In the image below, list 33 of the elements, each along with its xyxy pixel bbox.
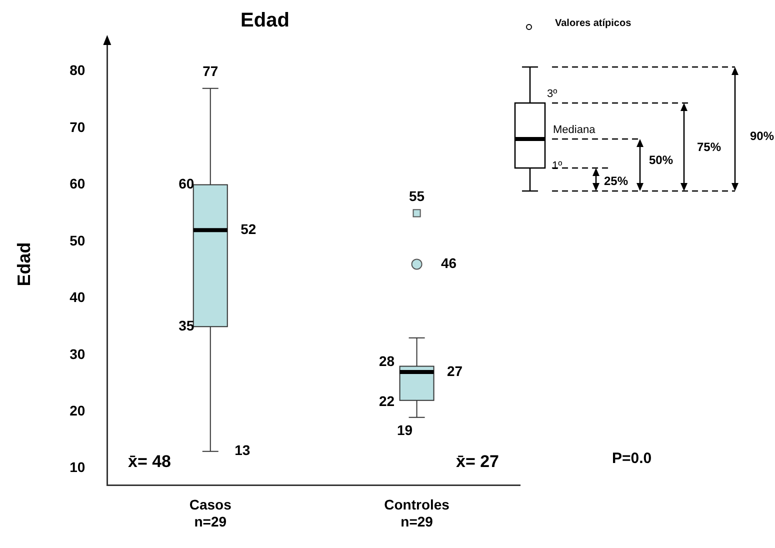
annotation: 46: [441, 255, 457, 272]
text: 25%: [604, 174, 628, 188]
annotation: 22: [379, 393, 395, 410]
annotation: 27: [447, 362, 463, 379]
x-tick-label: Casos n=29: [189, 496, 232, 530]
y-tick-label: 70: [70, 118, 86, 135]
x-tick-label: Controles n=29: [384, 496, 450, 530]
text: 50%: [649, 153, 674, 167]
annotation: 19: [397, 422, 413, 438]
text: 90%: [750, 129, 774, 143]
annotation: 35: [178, 317, 194, 334]
y-tick-label: 50: [70, 232, 86, 248]
y-tick-label: 60: [70, 176, 86, 192]
annotation: x̄= 48: [128, 452, 172, 472]
y-tick-label: 30: [70, 346, 86, 362]
text: Valores atípicos: [555, 18, 632, 29]
text: 3º: [547, 88, 558, 100]
annotation: 52: [240, 221, 256, 238]
chart-title: Edad: [240, 10, 290, 32]
annotation: 13: [234, 442, 250, 458]
text: 75%: [697, 140, 722, 154]
annotation: 60: [178, 176, 194, 192]
text: Mediana: [553, 124, 596, 136]
text: P=0.0: [612, 450, 652, 467]
y-tick-label: 80: [70, 62, 86, 78]
y-tick-label: 40: [70, 289, 86, 306]
y-axis-title: Edad: [14, 242, 34, 286]
y-tick-label: 10: [70, 459, 86, 476]
annotation: 55: [409, 188, 425, 204]
y-tick-label: 20: [70, 402, 86, 419]
annotation: 77: [202, 63, 218, 80]
annotation: 28: [379, 353, 395, 370]
annotation: x̄= 27: [456, 452, 500, 472]
